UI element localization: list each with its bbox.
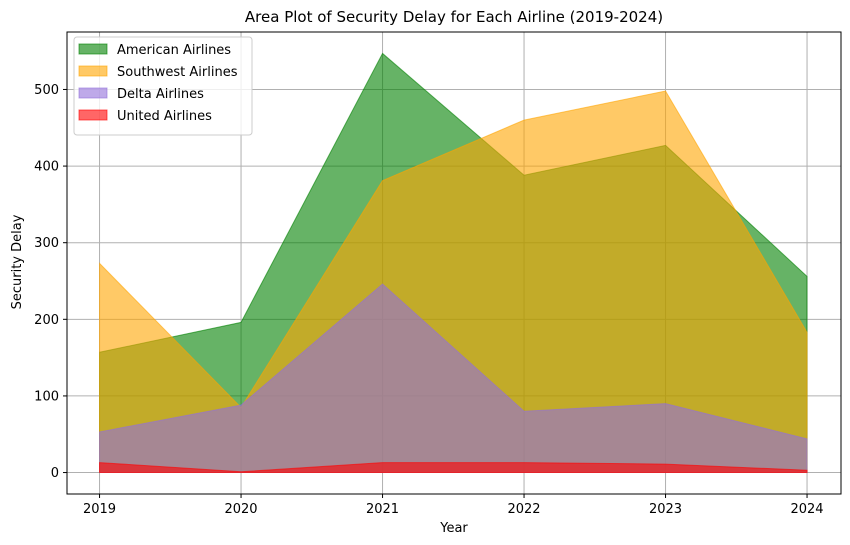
y-tick-label: 400 [34,160,59,175]
plot-frame [66,31,842,495]
legend-label: Southwest Airlines [117,65,238,80]
x-tick-label: 2023 [649,502,682,517]
chart-title: Area Plot of Security Delay for Each Air… [245,8,663,26]
x-tick-label: 2020 [224,502,257,517]
x-axis-label: Year [439,521,468,536]
legend: American Airlines Southwest Airlines Delta… [73,36,253,136]
x-tick-label: 2019 [83,502,116,517]
y-tick-label: 500 [34,83,59,98]
y-tick-label: 300 [34,236,59,251]
x-tick-label: 2024 [790,502,823,517]
legend-box [73,36,253,136]
y-tick-label: 200 [34,313,59,328]
legend-swatch [78,87,108,99]
legend-swatch [78,43,108,55]
x-tick-label: 2022 [507,502,540,517]
y-tick-label: 100 [34,389,59,404]
legend-label: Delta Airlines [117,87,204,102]
area-series-group [99,52,808,474]
legend-swatch [78,109,108,121]
legend-label: American Airlines [117,43,231,58]
y-axis: 0 100 200 300 400 500 [34,83,67,481]
x-tick-label: 2021 [366,502,399,517]
area-united-airlines [99,462,808,474]
legend-label: United Airlines [117,109,212,124]
x-axis: 2019 2020 2021 2022 2023 2024 [83,494,824,517]
y-tick-label: 0 [51,466,59,481]
legend-swatch [78,65,108,77]
y-axis-label: Security Delay [10,214,25,309]
